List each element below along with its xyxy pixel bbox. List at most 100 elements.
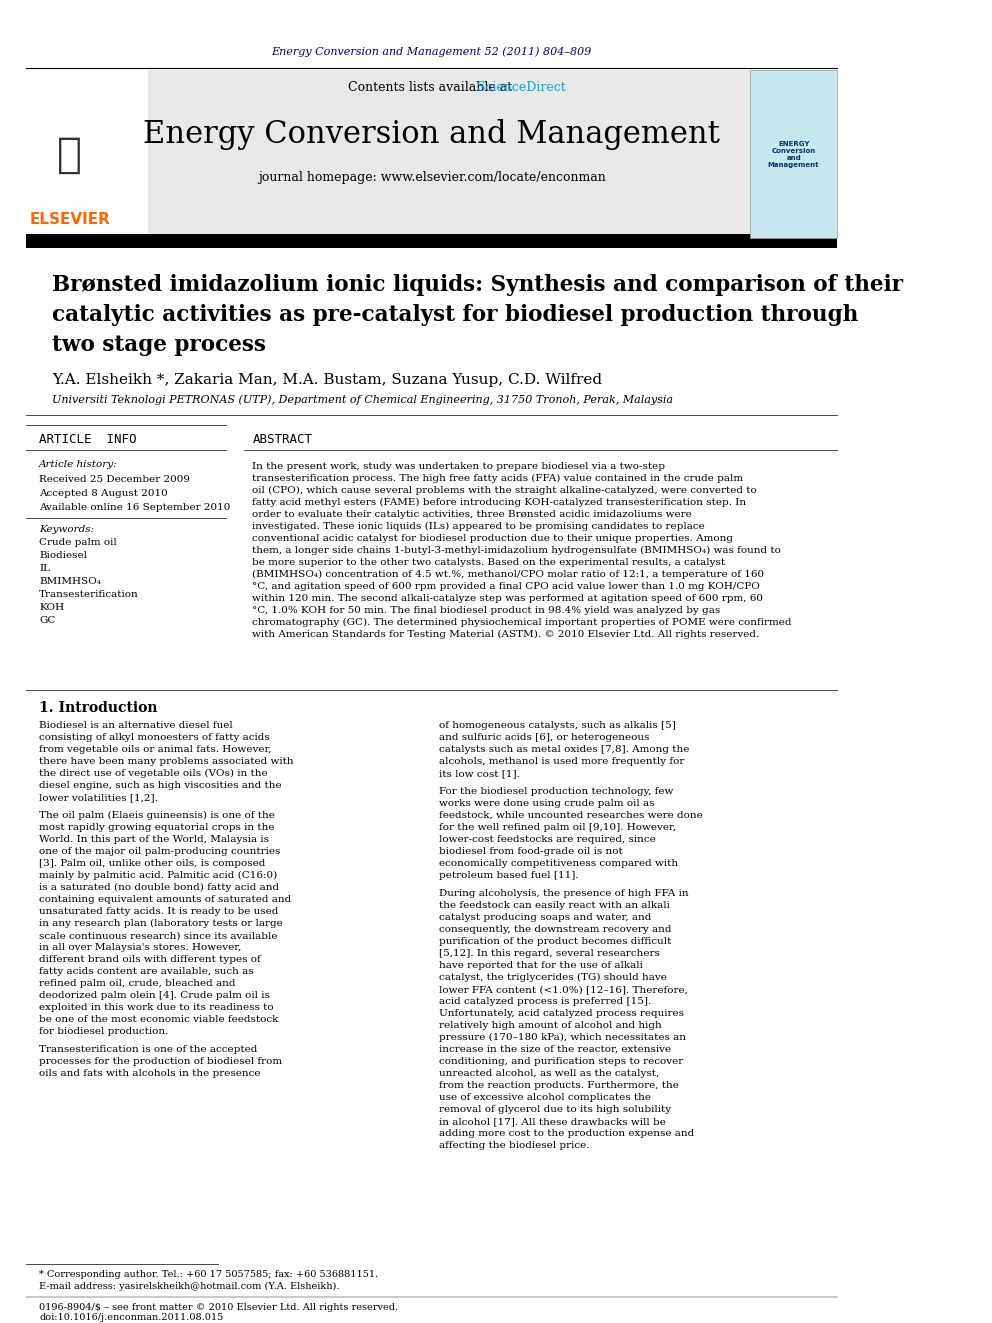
Text: have reported that for the use of alkali: have reported that for the use of alkali: [439, 960, 644, 970]
Text: Crude palm oil: Crude palm oil: [39, 538, 117, 548]
Text: them, a longer side chains 1-butyl-3-methyl-imidazolium hydrogensulfate (BMIMHSO: them, a longer side chains 1-butyl-3-met…: [252, 546, 782, 556]
Text: within 120 min. The second alkali-catalyze step was performed at agitation speed: within 120 min. The second alkali-cataly…: [252, 594, 764, 603]
Text: from vegetable oils or animal fats. However,: from vegetable oils or animal fats. Howe…: [39, 745, 272, 754]
Text: journal homepage: www.elsevier.com/locate/enconman: journal homepage: www.elsevier.com/locat…: [258, 172, 605, 184]
Text: increase in the size of the reactor, extensive: increase in the size of the reactor, ext…: [439, 1045, 672, 1054]
Text: Received 25 December 2009: Received 25 December 2009: [39, 475, 190, 484]
Text: diesel engine, such as high viscosities and the: diesel engine, such as high viscosities …: [39, 781, 282, 790]
Text: fatty acids content are available, such as: fatty acids content are available, such …: [39, 967, 254, 976]
Text: 0196-8904/$ – see front matter © 2010 Elsevier Ltd. All rights reserved.: 0196-8904/$ – see front matter © 2010 El…: [39, 1303, 398, 1312]
Text: be one of the most economic viable feedstock: be one of the most economic viable feeds…: [39, 1015, 279, 1024]
Text: During alcoholysis, the presence of high FFA in: During alcoholysis, the presence of high…: [439, 889, 689, 898]
Text: exploited in this work due to its readiness to: exploited in this work due to its readin…: [39, 1003, 274, 1012]
Text: the direct use of vegetable oils (VOs) in the: the direct use of vegetable oils (VOs) i…: [39, 769, 268, 778]
Text: * Corresponding author. Tel.: +60 17 5057585; fax: +60 536881151.: * Corresponding author. Tel.: +60 17 505…: [39, 1270, 378, 1279]
Text: ELSEVIER: ELSEVIER: [29, 213, 110, 228]
Text: Universiti Teknologi PETRONAS (UTP), Department of Chemical Engineering, 31750 T: Universiti Teknologi PETRONAS (UTP), Dep…: [53, 394, 674, 405]
Text: ABSTRACT: ABSTRACT: [252, 434, 312, 446]
Text: alcohols, methanol is used more frequently for: alcohols, methanol is used more frequent…: [439, 757, 684, 766]
Text: KOH: KOH: [39, 603, 64, 613]
Text: for biodiesel production.: for biodiesel production.: [39, 1027, 169, 1036]
Text: consisting of alkyl monoesters of fatty acids: consisting of alkyl monoesters of fatty …: [39, 733, 270, 742]
Text: IL: IL: [39, 564, 51, 573]
Text: (BMIMHSO₄) concentration of 4.5 wt.%, methanol/CPO molar ratio of 12:1, a temper: (BMIMHSO₄) concentration of 4.5 wt.%, me…: [252, 570, 765, 579]
Text: Unfortunately, acid catalyzed process requires: Unfortunately, acid catalyzed process re…: [439, 1009, 684, 1017]
Text: oils and fats with alcohols in the presence: oils and fats with alcohols in the prese…: [39, 1069, 261, 1078]
Text: consequently, the downstream recovery and: consequently, the downstream recovery an…: [439, 925, 672, 934]
Text: two stage process: two stage process: [53, 333, 266, 356]
Text: doi:10.1016/j.enconman.2011.08.015: doi:10.1016/j.enconman.2011.08.015: [39, 1312, 223, 1322]
Text: World. In this part of the World, Malaysia is: World. In this part of the World, Malays…: [39, 835, 269, 844]
Text: one of the major oil palm-producing countries: one of the major oil palm-producing coun…: [39, 847, 281, 856]
Text: adding more cost to the production expense and: adding more cost to the production expen…: [439, 1129, 694, 1138]
Text: chromatography (GC). The determined physiochemical important properties of POME : chromatography (GC). The determined phys…: [252, 618, 792, 627]
Bar: [26, 70, 148, 238]
Text: GC: GC: [39, 617, 56, 626]
Text: Brønsted imidazolium ionic liquids: Synthesis and comparison of their: Brønsted imidazolium ionic liquids: Synt…: [53, 274, 903, 296]
Text: refined palm oil, crude, bleached and: refined palm oil, crude, bleached and: [39, 979, 236, 988]
Text: with American Standards for Testing Material (ASTM). © 2010 Elsevier Ltd. All ri: with American Standards for Testing Mate…: [252, 630, 760, 639]
Text: Contents lists available at: Contents lists available at: [347, 82, 516, 94]
Text: lower-cost feedstocks are required, since: lower-cost feedstocks are required, sinc…: [439, 835, 657, 844]
Text: removal of glycerol due to its high solubility: removal of glycerol due to its high solu…: [439, 1105, 672, 1114]
Text: Biodiesel: Biodiesel: [39, 552, 87, 560]
Text: The oil palm (Elaeis guineensis) is one of the: The oil palm (Elaeis guineensis) is one …: [39, 811, 275, 820]
Text: fatty acid methyl esters (FAME) before introducing KOH-catalyzed transesterifica: fatty acid methyl esters (FAME) before i…: [252, 499, 747, 507]
Text: feedstock, while uncounted researches were done: feedstock, while uncounted researches we…: [439, 811, 703, 820]
Text: 🌳: 🌳: [58, 134, 82, 176]
Text: Transesterification: Transesterification: [39, 590, 139, 599]
Text: different brand oils with different types of: different brand oils with different type…: [39, 955, 261, 964]
Text: acid catalyzed process is preferred [15].: acid catalyzed process is preferred [15]…: [439, 998, 652, 1005]
Text: BMIMHSO₄: BMIMHSO₄: [39, 577, 101, 586]
Text: catalysts such as metal oxides [7,8]. Among the: catalysts such as metal oxides [7,8]. Am…: [439, 745, 689, 754]
Text: purification of the product becomes difficult: purification of the product becomes diff…: [439, 937, 672, 946]
Text: order to evaluate their catalytic activities, three Brønsted acidic imidazoliums: order to evaluate their catalytic activi…: [252, 511, 692, 519]
Text: works were done using crude palm oil as: works were done using crude palm oil as: [439, 799, 655, 808]
Text: ENERGY
Conversion
and
Management: ENERGY Conversion and Management: [768, 142, 819, 168]
Text: Energy Conversion and Management: Energy Conversion and Management: [143, 119, 720, 151]
Text: Accepted 8 August 2010: Accepted 8 August 2010: [39, 490, 168, 499]
Text: In the present work, study was undertaken to prepare biodiesel via a two-step: In the present work, study was undertake…: [252, 462, 666, 471]
Text: ScienceDirect: ScienceDirect: [477, 82, 565, 94]
Text: scale continuous research) since its available: scale continuous research) since its ava…: [39, 931, 278, 941]
Text: pressure (170–180 kPa), which necessitates an: pressure (170–180 kPa), which necessitat…: [439, 1033, 686, 1043]
Bar: [26, 70, 837, 239]
Text: economically competitiveness compared with: economically competitiveness compared wi…: [439, 859, 679, 868]
Text: for the well refined palm oil [9,10]. However,: for the well refined palm oil [9,10]. Ho…: [439, 823, 677, 832]
Text: processes for the production of biodiesel from: processes for the production of biodiese…: [39, 1057, 283, 1066]
Text: be more superior to the other two catalysts. Based on the experimental results, : be more superior to the other two cataly…: [252, 558, 725, 568]
Text: in all over Malaysia's stores. However,: in all over Malaysia's stores. However,: [39, 943, 241, 953]
Text: °C, 1.0% KOH for 50 min. The final biodiesel product in 98.4% yield was analyzed: °C, 1.0% KOH for 50 min. The final biodi…: [252, 606, 720, 615]
Text: unreacted alcohol, as well as the catalyst,: unreacted alcohol, as well as the cataly…: [439, 1069, 660, 1078]
Text: 1. Introduction: 1. Introduction: [39, 701, 158, 714]
Text: Transesterification is one of the accepted: Transesterification is one of the accept…: [39, 1045, 258, 1054]
Text: [3]. Palm oil, unlike other oils, is composed: [3]. Palm oil, unlike other oils, is com…: [39, 859, 266, 868]
Text: Keywords:: Keywords:: [39, 525, 94, 534]
Text: mainly by palmitic acid. Palmitic acid (C16:0): mainly by palmitic acid. Palmitic acid (…: [39, 871, 278, 880]
Text: catalytic activities as pre-catalyst for biodiesel production through: catalytic activities as pre-catalyst for…: [53, 304, 858, 325]
Text: and sulfuric acids [6], or heterogeneous: and sulfuric acids [6], or heterogeneous: [439, 733, 650, 742]
Text: deodorized palm olein [4]. Crude palm oil is: deodorized palm olein [4]. Crude palm oi…: [39, 991, 270, 1000]
Text: conditioning, and purification steps to recover: conditioning, and purification steps to …: [439, 1057, 683, 1066]
Text: relatively high amount of alcohol and high: relatively high amount of alcohol and hi…: [439, 1021, 663, 1031]
Text: there have been many problems associated with: there have been many problems associated…: [39, 757, 294, 766]
Text: [5,12]. In this regard, several researchers: [5,12]. In this regard, several research…: [439, 949, 661, 958]
Text: catalyst, the triglycerides (TG) should have: catalyst, the triglycerides (TG) should …: [439, 972, 668, 982]
Text: its low cost [1].: its low cost [1].: [439, 769, 521, 778]
Text: Energy Conversion and Management 52 (2011) 804–809: Energy Conversion and Management 52 (201…: [272, 46, 592, 57]
Bar: [750, 70, 837, 238]
Text: conventional acidic catalyst for biodiesel production due to their unique proper: conventional acidic catalyst for biodies…: [252, 534, 733, 544]
Text: Available online 16 September 2010: Available online 16 September 2010: [39, 503, 230, 512]
Text: most rapidly growing equatorial crops in the: most rapidly growing equatorial crops in…: [39, 823, 275, 832]
Text: For the biodiesel production technology, few: For the biodiesel production technology,…: [439, 787, 674, 796]
Text: petroleum based fuel [11].: petroleum based fuel [11].: [439, 871, 579, 880]
Text: biodiesel from food-grade oil is not: biodiesel from food-grade oil is not: [439, 847, 623, 856]
Text: in any research plan (laboratory tests or large: in any research plan (laboratory tests o…: [39, 919, 283, 929]
Text: ARTICLE  INFO: ARTICLE INFO: [39, 434, 137, 446]
Text: affecting the biodiesel price.: affecting the biodiesel price.: [439, 1140, 590, 1150]
Text: use of excessive alcohol complicates the: use of excessive alcohol complicates the: [439, 1093, 652, 1102]
Text: °C, and agitation speed of 600 rpm provided a final CPO acid value lower than 1.: °C, and agitation speed of 600 rpm provi…: [252, 582, 760, 591]
Text: of homogeneous catalysts, such as alkalis [5]: of homogeneous catalysts, such as alkali…: [439, 721, 677, 730]
Text: lower volatilities [1,2].: lower volatilities [1,2].: [39, 792, 158, 802]
Text: catalyst producing soaps and water, and: catalyst producing soaps and water, and: [439, 913, 652, 922]
